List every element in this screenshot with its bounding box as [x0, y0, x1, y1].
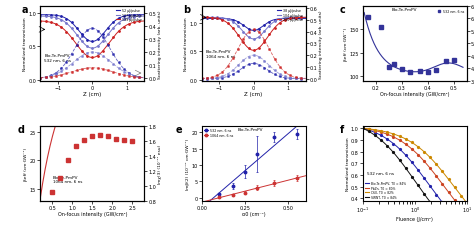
Legend: 532 nm, 6 ns, 1064 nm, 6 ns: 532 nm, 6 ns, 1064 nm, 6 ns [203, 128, 234, 138]
Text: b: b [183, 6, 190, 15]
Text: 532 nm, 6 ns: 532 nm, 6 ns [367, 171, 394, 175]
Text: Bio-Te-PmPV
532 nm, 6 ns: Bio-Te-PmPV 532 nm, 6 ns [45, 54, 72, 63]
X-axis label: Fluence (J/cm²): Fluence (J/cm²) [396, 216, 433, 221]
Text: c: c [340, 6, 346, 15]
Text: Bio-Te-PmPV
1064 nm, 6 ns: Bio-Te-PmPV 1064 nm, 6 ns [53, 175, 82, 183]
Text: d: d [18, 125, 24, 135]
X-axis label: Z (cm): Z (cm) [245, 92, 263, 97]
Legend: Bio-Te-PmPV, T0 = 84%, PbZn, T0 = 80%, C60, T0 = 82%, SWNT, T0 = 84%: Bio-Te-PmPV, T0 = 84%, PbZn, T0 = 80%, C… [365, 181, 407, 199]
Y-axis label: Imχ(3) (10⁻¹¹ esu): Imχ(3) (10⁻¹¹ esu) [158, 144, 162, 183]
Y-axis label: Normalized transmission: Normalized transmission [346, 137, 349, 190]
Y-axis label: Normalized transmission: Normalized transmission [23, 18, 27, 71]
Legend: 38 μJ/pulse, 104 μJ/pulse, 200 μJ/pulse: 38 μJ/pulse, 104 μJ/pulse, 200 μJ/pulse [276, 9, 304, 23]
Text: Bio-Te-PmPV: Bio-Te-PmPV [238, 128, 264, 132]
Text: Bio-Te-PmPV: Bio-Te-PmPV [392, 8, 418, 12]
Y-axis label: Scattering intensity (arb. units): Scattering intensity (arb. units) [319, 10, 323, 78]
X-axis label: Z (cm): Z (cm) [83, 92, 101, 97]
X-axis label: On-focus intensity (GW/cm²): On-focus intensity (GW/cm²) [380, 92, 450, 97]
X-axis label: α0 (cm⁻¹): α0 (cm⁻¹) [242, 211, 265, 216]
Legend: 532 nm, 6 ns: 532 nm, 6 ns [436, 9, 465, 15]
Y-axis label: Scattering intensity (arb. units): Scattering intensity (arb. units) [158, 10, 162, 78]
Y-axis label: βeff (cm·GW⁻¹): βeff (cm·GW⁻¹) [25, 147, 28, 180]
Text: Bio-Te-PmPV
1064 nm, 6 ns: Bio-Te-PmPV 1064 nm, 6 ns [206, 50, 235, 59]
Y-axis label: βeff (cm·GW⁻¹): βeff (cm·GW⁻¹) [344, 28, 348, 61]
Y-axis label: Normalized transmission: Normalized transmission [184, 18, 188, 71]
Legend: 52 μJ/pulse, 127 μJ/pulse, 199 μJ/pulse: 52 μJ/pulse, 127 μJ/pulse, 199 μJ/pulse [115, 9, 143, 23]
X-axis label: On-focus intensity (GW/cm²): On-focus intensity (GW/cm²) [57, 211, 127, 216]
Y-axis label: Imβ(2) (10⁻¹¹ cm·GW⁻¹): Imβ(2) (10⁻¹¹ cm·GW⁻¹) [186, 138, 190, 189]
Text: f: f [340, 125, 344, 135]
Text: e: e [175, 125, 182, 135]
Text: a: a [21, 6, 28, 15]
